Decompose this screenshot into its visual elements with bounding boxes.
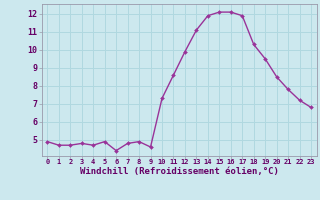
X-axis label: Windchill (Refroidissement éolien,°C): Windchill (Refroidissement éolien,°C): [80, 167, 279, 176]
